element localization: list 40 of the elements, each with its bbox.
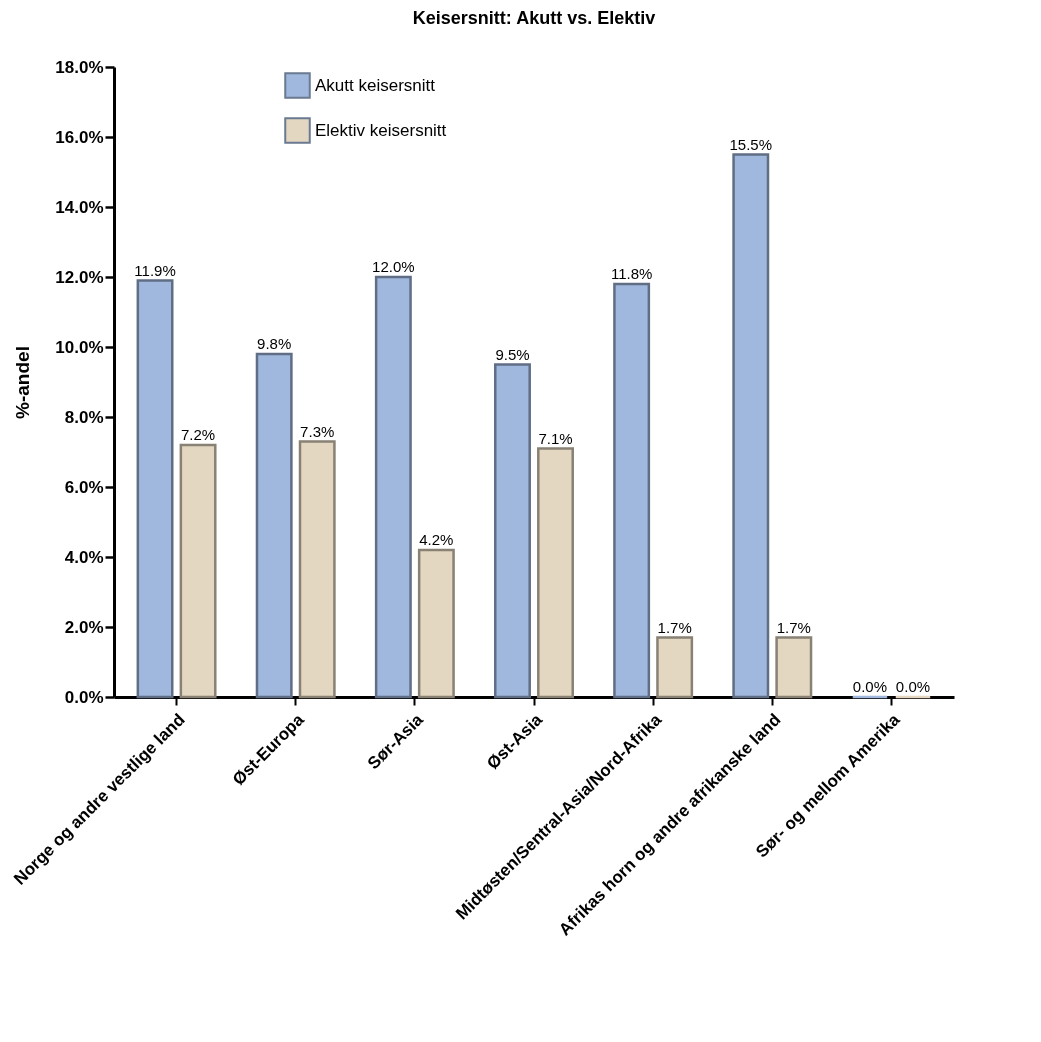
y-tick-label: 8.0% — [64, 407, 104, 427]
bar — [613, 282, 651, 699]
bar — [179, 443, 217, 699]
y-tick-label: 18.0% — [55, 57, 104, 77]
bar — [136, 279, 174, 699]
bar — [656, 636, 694, 699]
data-label: 11.8% — [610, 265, 653, 282]
data-label: 7.3% — [300, 422, 335, 440]
legend-label: Akutt keisersnitt — [315, 75, 436, 95]
legend-label: Elektiv keisersnitt — [315, 120, 447, 140]
data-label: 0.0% — [895, 678, 931, 695]
data-label: 7.2% — [180, 426, 216, 443]
chart-title: Keisersnitt: Akutt vs. Elektiv — [412, 8, 656, 28]
data-label: 1.7% — [657, 618, 692, 636]
bar — [775, 636, 813, 699]
y-tick-label: 4.0% — [64, 547, 104, 567]
bar — [494, 363, 531, 699]
data-label: 1.7% — [776, 618, 811, 636]
bar — [537, 447, 574, 699]
y-tick-label: 12.0% — [55, 267, 104, 287]
bar — [417, 548, 455, 699]
bar — [255, 352, 293, 699]
data-label: 11.9% — [134, 261, 176, 279]
bar — [374, 275, 412, 699]
data-label: 9.5% — [495, 345, 530, 363]
data-label: 7.1% — [538, 429, 573, 447]
y-axis-title: %-andel — [12, 346, 34, 419]
y-tick-label: 14.0% — [55, 197, 104, 217]
y-tick-label: 0.0% — [64, 687, 104, 707]
data-label: 15.5% — [729, 135, 773, 153]
bar — [298, 440, 336, 699]
data-label: 0.0% — [852, 678, 888, 695]
y-tick-label: 16.0% — [55, 127, 104, 147]
y-tick-label: 2.0% — [64, 617, 104, 637]
data-label: 4.2% — [419, 531, 454, 548]
data-label: 12.0% — [372, 258, 415, 275]
y-tick-label: 6.0% — [64, 477, 104, 497]
y-tick-label: 10.0% — [55, 337, 104, 357]
bar — [732, 153, 770, 699]
data-label: 9.8% — [257, 335, 292, 352]
